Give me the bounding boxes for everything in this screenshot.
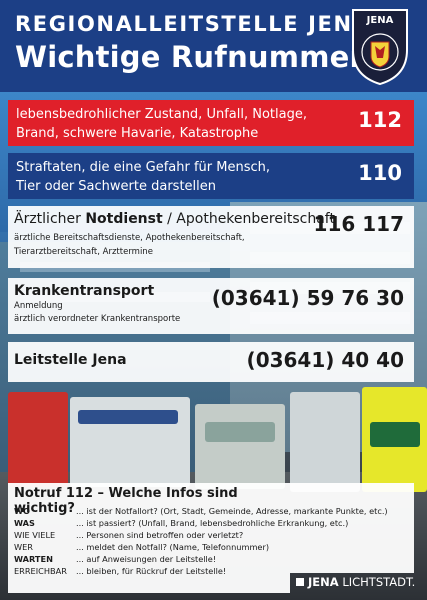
control-center-number[interactable]: (03641) 40 40 <box>246 348 404 372</box>
crest-text: JENA <box>366 15 394 26</box>
police-110-number[interactable]: 110 <box>358 161 402 185</box>
header-subtitle: REGIONALLEITSTELLE JENA <box>15 12 371 36</box>
info-item: WO... ist der Notfallort? (Ort, Stadt, G… <box>14 506 388 516</box>
page-title: Wichtige Rufnummern <box>15 40 385 74</box>
info-item: WIE VIELE... Personen sind betroffen ode… <box>14 530 244 540</box>
info-item: WAS... ist passiert? (Unfall, Brand, leb… <box>14 518 349 528</box>
police-110-desc-2: Tier oder Sachwerte darstellen <box>16 179 217 194</box>
medical-service-title: Ärztlicher Notdienst / Apothekenbereitsc… <box>14 211 335 227</box>
info-item: WER... meldet den Notfall? (Name, Telefo… <box>14 542 270 552</box>
logo-lichtstadt: LICHTSTADT. <box>342 575 416 589</box>
ambulance-transport-title: Krankentransport <box>14 283 155 299</box>
info-title: Notruf 112 – Welche Infos sind wichtig? <box>14 486 238 516</box>
fire-brigade-crest-icon: JENA <box>352 9 408 86</box>
medical-service-sub-2: Tierarztbereitschaft, Arzttermine <box>14 247 153 257</box>
police-110-desc-1: Straftaten, die eine Gefahr für Mensch, <box>16 160 271 175</box>
ambulance-transport-number[interactable]: (03641) 59 76 30 <box>211 286 404 310</box>
info-item: WARTEN... auf Anweisungen der Leitstelle… <box>14 554 217 564</box>
info-item: ERREICHBAR... bleiben, für Rückruf der L… <box>14 566 227 576</box>
control-center-title: Leitstelle Jena <box>14 352 127 368</box>
logo-square-icon <box>296 578 304 586</box>
logo-jena: JENA <box>308 575 339 589</box>
police-110-row: Straftaten, die eine Gefahr für Mensch, … <box>8 153 414 199</box>
emergency-112-desc-1: lebensbedrohlicher Zustand, Unfall, Notl… <box>16 107 307 122</box>
header-banner: REGIONALLEITSTELLE JENA Wichtige Rufnumm… <box>0 0 427 92</box>
emergency-112-number[interactable]: 112 <box>358 108 402 132</box>
medical-service-row: Ärztlicher Notdienst / Apothekenbereitsc… <box>8 206 414 268</box>
emergency-112-desc-2: Brand, schwere Havarie, Katastrophe <box>16 126 259 141</box>
emergency-112-row: lebensbedrohlicher Zustand, Unfall, Notl… <box>8 100 414 146</box>
jena-lichtstadt-logo: JENA LICHTSTADT. <box>296 575 415 593</box>
ambulance-transport-row: Krankentransport Anmeldung ärztlich vero… <box>8 278 414 334</box>
ambulance-transport-sub-2: ärztlich verordneter Krankentransporte <box>14 314 181 324</box>
info-panel-extension <box>290 483 414 573</box>
medical-service-sub-1: ärztliche Bereitschaftsdienste, Apotheke… <box>14 233 245 243</box>
control-center-row: Leitstelle Jena (03641) 40 40 <box>8 342 414 382</box>
info-panel: Notruf 112 – Welche Infos sind wichtig? … <box>8 483 388 593</box>
ambulance-transport-sub-1: Anmeldung <box>14 301 63 311</box>
medical-service-number[interactable]: 116 117 <box>313 212 404 236</box>
